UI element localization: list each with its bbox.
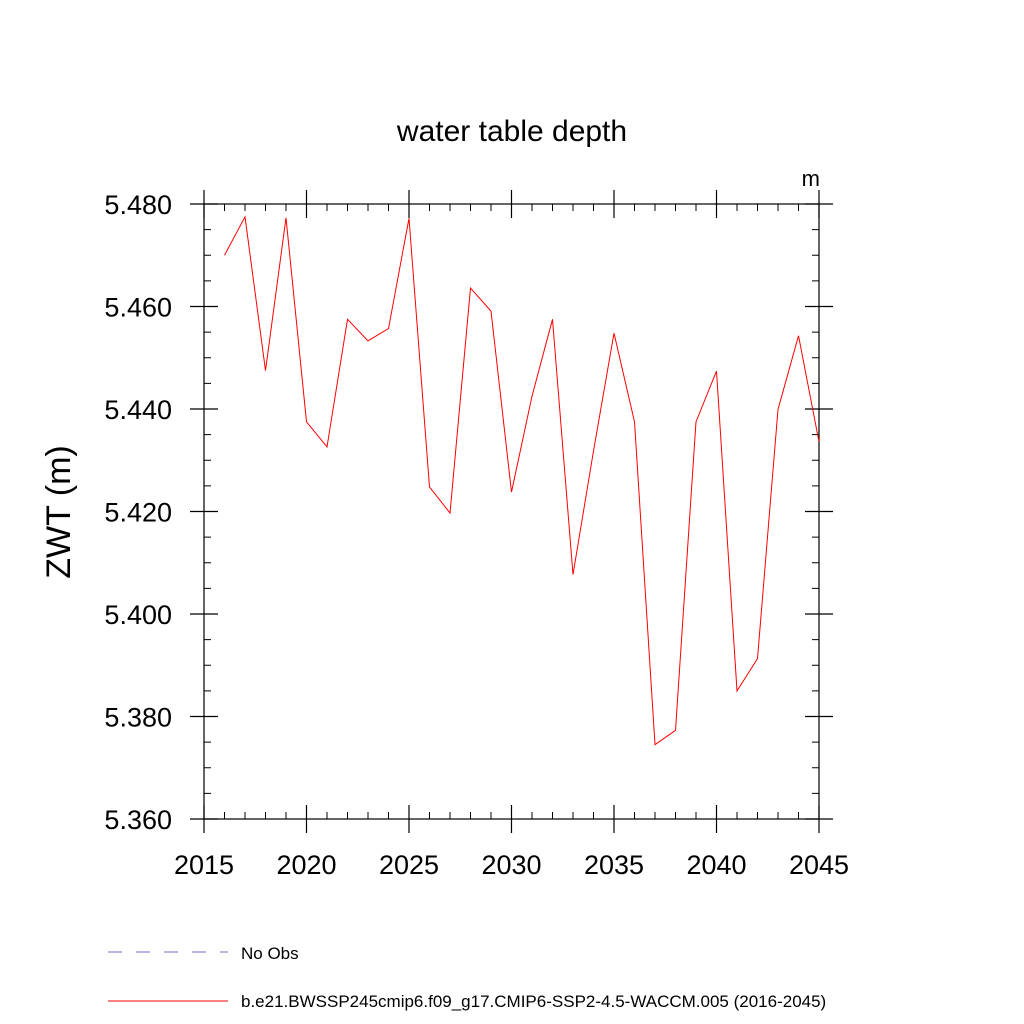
legend-model-label: b.e21.BWSSP245cmip6.f09_g17.CMIP6-SSP2-4…: [241, 992, 826, 1011]
x-tick-label: 2015: [174, 850, 234, 880]
x-tick-labels: 2015 2020 2025 2030 2035 2040 2045: [174, 850, 849, 880]
x-tick-label: 2035: [584, 850, 644, 880]
y-tick-label: 5.480: [104, 190, 172, 220]
minor-ticks: [204, 204, 819, 819]
x-tick-label: 2020: [276, 850, 336, 880]
legend: No Obs b.e21.BWSSP245cmip6.f09_g17.CMIP6…: [108, 944, 826, 1011]
y-tick-label: 5.380: [104, 703, 172, 733]
series-group: [224, 215, 820, 746]
series-line: [224, 215, 820, 746]
y-tick-labels: 5.360 5.380 5.400 5.420 5.440 5.460 5.480: [104, 190, 172, 835]
y-tick-label: 5.440: [104, 395, 172, 425]
x-tick-label: 2030: [481, 850, 541, 880]
plot-frame: [203, 203, 820, 820]
y-tick-label: 5.460: [104, 293, 172, 323]
y-tick-label: 5.420: [104, 498, 172, 528]
y-axis-label: ZWT (m): [40, 445, 78, 578]
x-tick-label: 2045: [789, 850, 849, 880]
legend-no-obs-label: No Obs: [241, 944, 299, 963]
x-tick-label: 2040: [686, 850, 746, 880]
units-label: m: [802, 166, 820, 191]
chart-title: water table depth: [396, 115, 627, 148]
major-ticks: [190, 190, 833, 833]
x-tick-label: 2025: [379, 850, 439, 880]
y-tick-label: 5.400: [104, 600, 172, 630]
y-tick-label: 5.360: [104, 805, 172, 835]
